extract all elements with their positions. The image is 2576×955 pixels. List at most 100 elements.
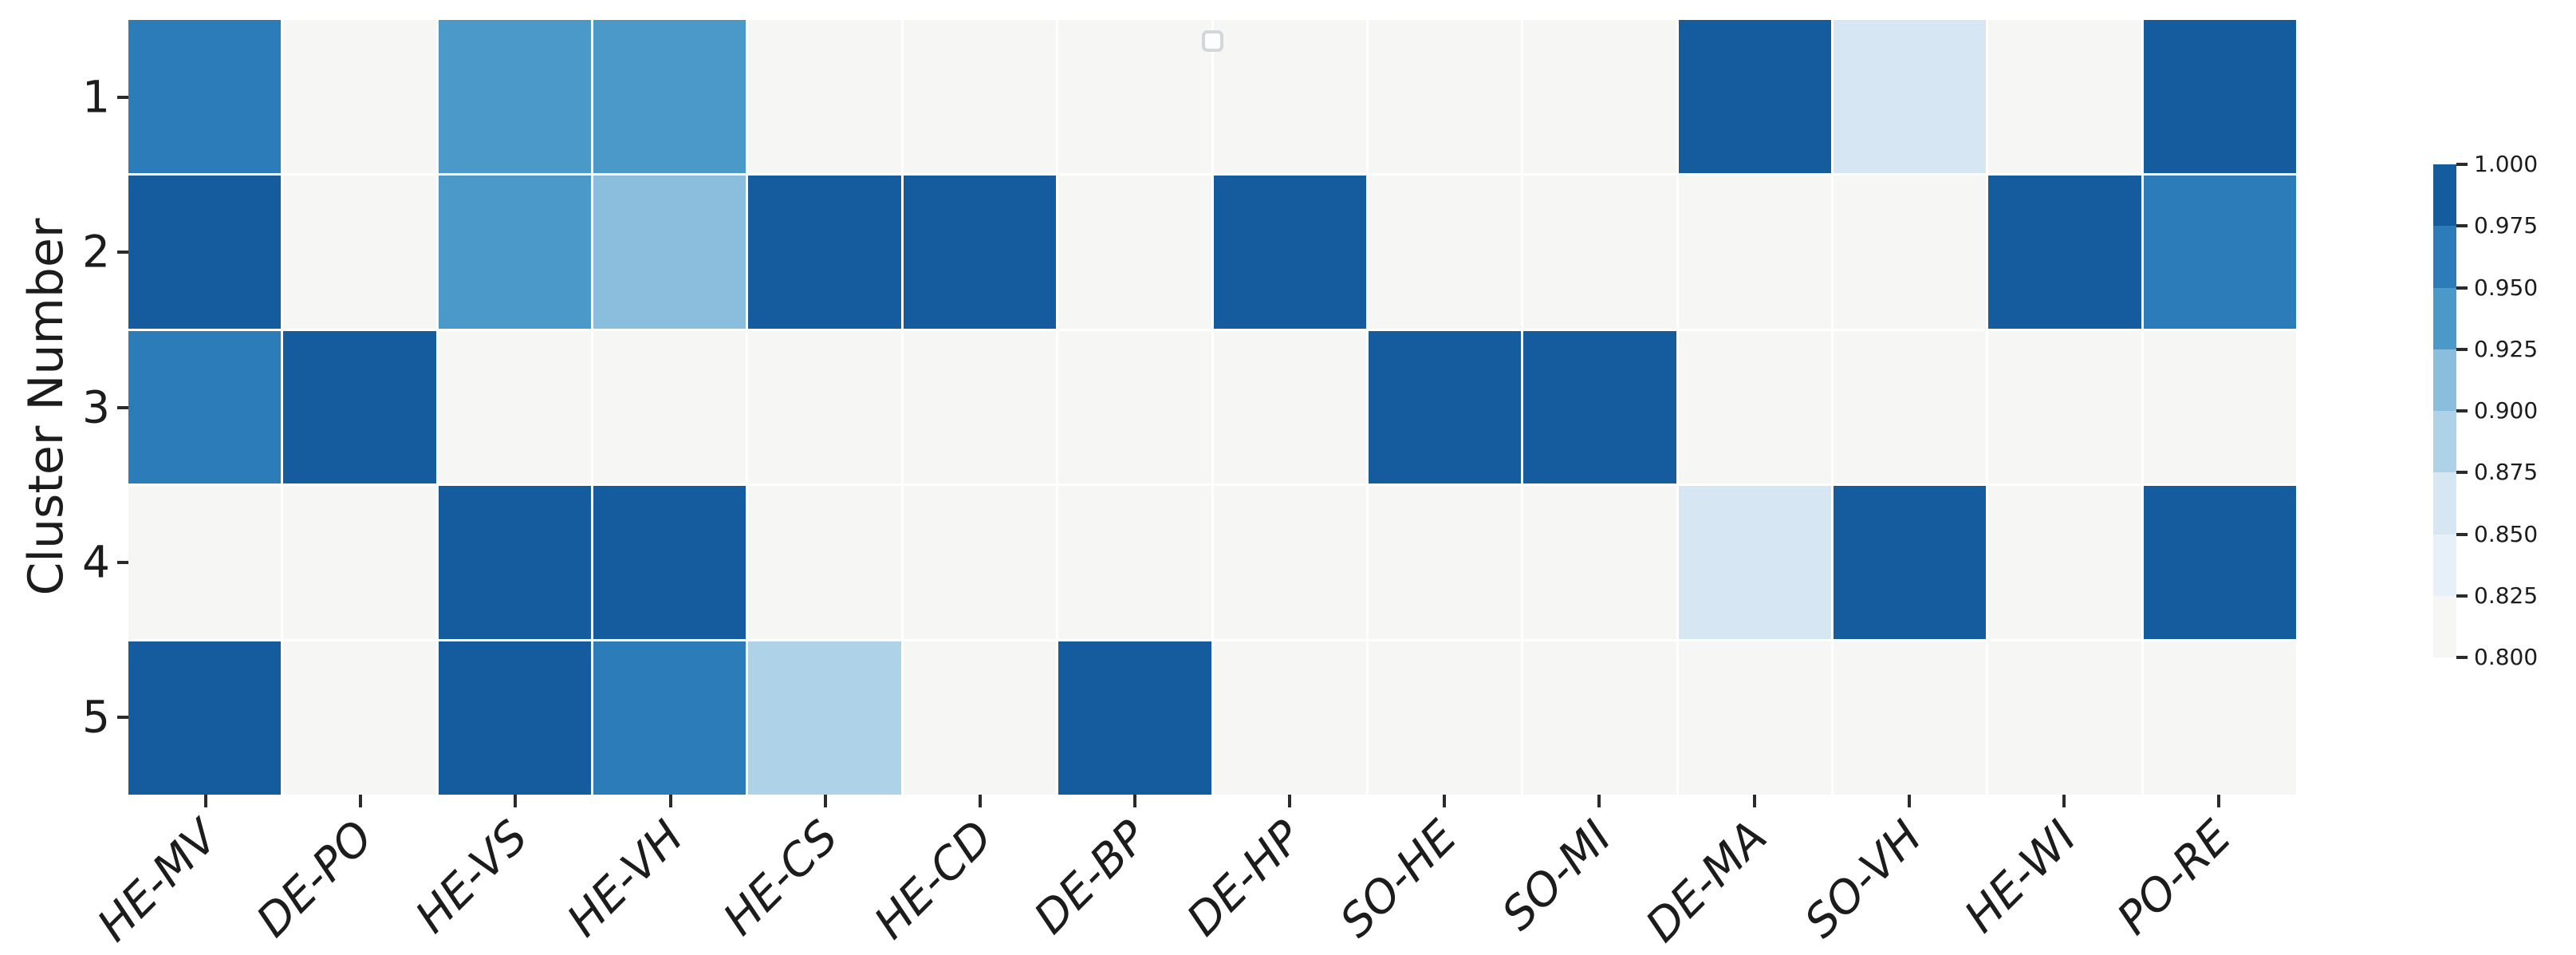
colorbar-tick-label: 0.975 <box>2474 212 2539 239</box>
heatmap-cell <box>593 20 746 173</box>
colorbar-tick-mark <box>2456 656 2468 659</box>
heatmap-cell <box>1988 20 2141 173</box>
colorbar-tick-label: 0.825 <box>2474 582 2539 609</box>
colorbar-tick-mark <box>2456 409 2468 412</box>
colorbar-tick-label: 1.000 <box>2474 151 2539 177</box>
heatmap-cell <box>2143 330 2296 484</box>
heatmap-cell <box>1678 330 1831 484</box>
colorbar-segment <box>2433 595 2456 657</box>
x-tick-mark <box>2062 795 2066 807</box>
heatmap-cell <box>1058 330 1211 484</box>
heatmap-cell <box>1213 20 1366 173</box>
x-tick-mark <box>1907 795 1911 807</box>
heatmap-cell <box>1833 641 1987 795</box>
heatmap-cell <box>438 641 592 795</box>
heatmap-cell <box>2143 641 2296 795</box>
x-tick-mark <box>1597 795 1601 807</box>
x-tick-mark <box>1443 795 1447 807</box>
heatmap-cell <box>903 175 1057 329</box>
heatmap-cell <box>438 20 592 173</box>
x-tick-mark <box>1132 795 1136 807</box>
colorbar-tick-mark <box>2456 163 2468 166</box>
heatmap-cell <box>593 641 746 795</box>
y-tick-label: 4 <box>82 536 110 588</box>
heatmap-grid <box>128 20 2296 795</box>
colorbar-tick-label: 0.925 <box>2474 335 2539 362</box>
y-tick-mark <box>117 96 128 100</box>
heatmap-cell <box>1058 175 1211 329</box>
heatmap-cell <box>1678 641 1831 795</box>
x-tick-mark <box>1288 795 1292 807</box>
y-tick-mark <box>117 715 128 719</box>
heatmap-cell <box>1833 486 1987 640</box>
heatmap-cell <box>1833 330 1987 484</box>
x-tick-mark <box>204 795 208 807</box>
heatmap-cell <box>1058 20 1211 173</box>
x-tick-mark <box>668 795 672 807</box>
x-tick-mark <box>823 795 827 807</box>
colorbar-tick-label: 0.900 <box>2474 397 2539 424</box>
heatmap-cell <box>438 486 592 640</box>
colorbar-tick-label: 0.800 <box>2474 644 2539 670</box>
heatmap-cell <box>1368 486 1522 640</box>
heatmap-cell <box>1523 20 1676 173</box>
heatmap-cell <box>128 175 282 329</box>
heatmap-cell <box>1523 486 1676 640</box>
heatmap-cell <box>1988 641 2141 795</box>
heatmap-cell <box>748 330 901 484</box>
heatmap-cell <box>593 175 746 329</box>
heatmap-cell <box>1988 175 2141 329</box>
heatmap-cell <box>1368 330 1522 484</box>
y-tick-label: 5 <box>82 691 110 743</box>
heatmap-cell <box>1523 330 1676 484</box>
heatmap-cell <box>1678 486 1831 640</box>
heatmap-cell <box>1058 641 1211 795</box>
heatmap-cell <box>1678 175 1831 329</box>
y-tick-mark <box>117 560 128 564</box>
heatmap-cell <box>748 486 901 640</box>
colorbar-segment <box>2433 411 2456 473</box>
heatmap-cell <box>1523 641 1676 795</box>
colorbar-segment <box>2433 349 2456 411</box>
heatmap-cell <box>283 641 436 795</box>
heatmap-cell <box>748 20 901 173</box>
colorbar-tick-label: 0.950 <box>2474 274 2539 301</box>
heatmap-cell <box>128 20 282 173</box>
heatmap-cell <box>1368 20 1522 173</box>
colorbar-tick-label: 0.850 <box>2474 520 2539 547</box>
heatmap-cell <box>128 330 282 484</box>
heatmap-cell <box>903 641 1057 795</box>
y-tick-label: 3 <box>82 381 110 432</box>
y-tick-label: 2 <box>82 226 110 278</box>
x-tick-mark <box>1752 795 1756 807</box>
heatmap-cell <box>1213 486 1366 640</box>
heatmap-cell <box>1678 20 1831 173</box>
heatmap-cell <box>283 175 436 329</box>
heatmap-cell <box>1368 175 1522 329</box>
heatmap-cell <box>1213 330 1366 484</box>
empty-legend-box <box>1202 30 1223 52</box>
x-tick-mark <box>514 795 518 807</box>
heatmap-cell <box>2143 175 2296 329</box>
colorbar-segment <box>2433 164 2456 227</box>
heatmap-cell <box>1213 641 1366 795</box>
heatmap-cell <box>1833 175 1987 329</box>
heatmap-cell <box>283 486 436 640</box>
heatmap-cell <box>2143 486 2296 640</box>
heatmap-cell <box>438 175 592 329</box>
y-tick-mark <box>117 405 128 409</box>
heatmap-cell <box>1988 330 2141 484</box>
x-tick-mark <box>2216 795 2220 807</box>
heatmap-cell <box>1833 20 1987 173</box>
colorbar-tick-mark <box>2456 471 2468 475</box>
heatmap-cell <box>903 486 1057 640</box>
colorbar-segment <box>2433 226 2456 288</box>
heatmap-cell <box>1988 486 2141 640</box>
colorbar-tick-mark <box>2456 347 2468 351</box>
colorbar-segment <box>2433 287 2456 349</box>
heatmap-cell <box>283 20 436 173</box>
colorbar-tick-label: 0.875 <box>2474 459 2539 486</box>
y-tick-mark <box>117 251 128 255</box>
x-tick-mark <box>978 795 982 807</box>
